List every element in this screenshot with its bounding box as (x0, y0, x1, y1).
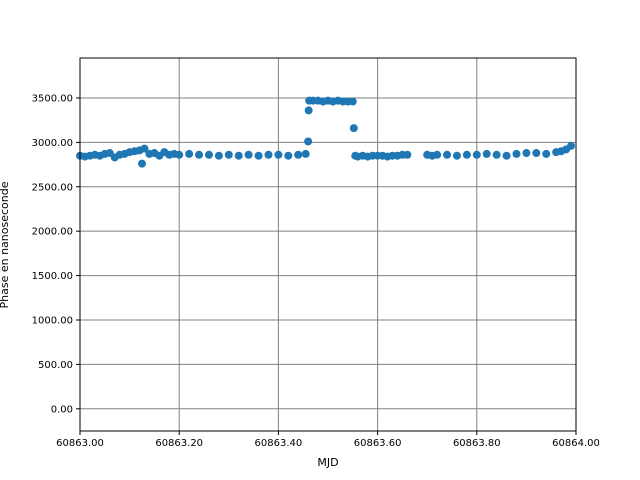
x-tick-label: 60863.40 (255, 438, 303, 449)
point (264, 150, 273, 159)
point (224, 150, 233, 159)
y-axis-label: Phase en nanoseconde (0, 181, 11, 308)
point (492, 150, 501, 159)
point (140, 144, 149, 153)
y-tick-label: 0.00 (51, 404, 73, 415)
x-axis-label: MJD (317, 456, 338, 469)
point (443, 150, 452, 159)
point (522, 149, 531, 158)
point (502, 151, 511, 160)
x-tick-label: 60863.00 (56, 438, 104, 449)
point (403, 150, 412, 159)
y-tick-label: 3000.00 (32, 138, 73, 149)
point (284, 151, 293, 160)
point (452, 151, 461, 160)
point (274, 150, 283, 159)
x-tick-label: 60863.20 (155, 438, 203, 449)
point (532, 149, 541, 158)
point (304, 137, 313, 146)
point (304, 106, 313, 115)
point (195, 150, 204, 159)
point (462, 150, 471, 159)
y-tick-label: 2500.00 (32, 182, 73, 193)
point (204, 150, 213, 159)
point (234, 151, 243, 160)
point (348, 97, 357, 106)
point (433, 150, 442, 159)
y-tick-label: 1000.00 (32, 315, 73, 326)
point (244, 150, 253, 159)
point (512, 149, 521, 158)
x-tick-label: 60863.80 (453, 438, 501, 449)
point (482, 149, 491, 158)
point (214, 151, 223, 160)
point (185, 149, 194, 158)
point (542, 149, 551, 158)
y-tick-label: 1500.00 (32, 271, 73, 282)
point (294, 150, 303, 159)
point (472, 150, 481, 159)
point (301, 149, 310, 158)
y-tick-label: 3500.00 (32, 93, 73, 104)
x-tick-label: 60864.00 (552, 438, 600, 449)
point (175, 150, 184, 159)
y-tick-label: 500.00 (38, 360, 73, 371)
point (567, 141, 576, 150)
plot-frame (79, 57, 577, 432)
y-tick-label: 2000.00 (32, 227, 73, 238)
point (138, 159, 146, 168)
x-tick-label: 60863.60 (354, 438, 402, 449)
point (254, 151, 263, 160)
point (349, 124, 358, 133)
